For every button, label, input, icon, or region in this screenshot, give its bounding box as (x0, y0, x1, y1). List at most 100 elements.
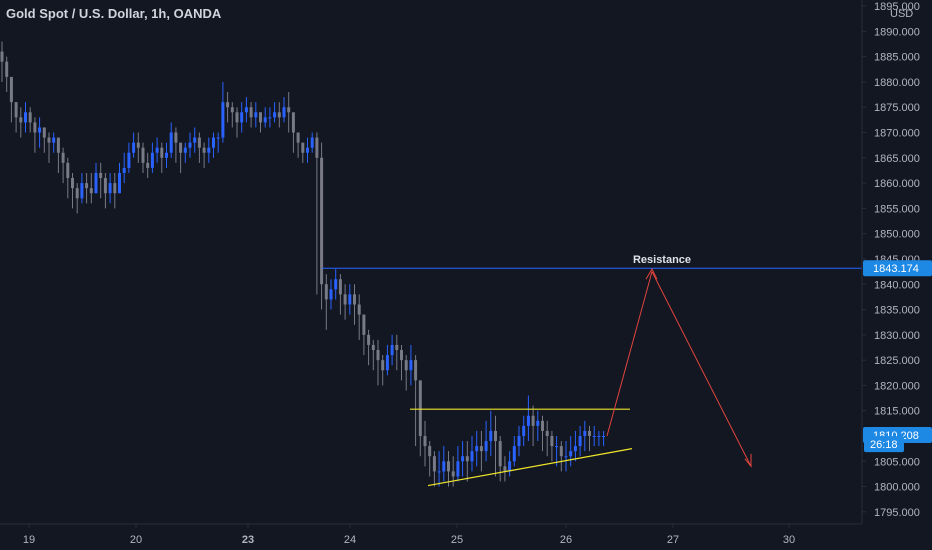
candle-body (592, 435, 596, 437)
candle-body (456, 461, 460, 477)
candle-body (470, 451, 474, 462)
candle-body (479, 446, 483, 452)
candle-body (423, 435, 427, 447)
candle (400, 344, 403, 381)
candle (202, 142, 206, 168)
candle (461, 441, 465, 477)
candle (489, 410, 493, 457)
candle (42, 127, 46, 153)
candle-body (597, 435, 601, 437)
candle (14, 102, 18, 133)
candlestick-series (0, 41, 606, 487)
candle-body (136, 142, 140, 148)
candle (174, 127, 178, 163)
price-axis[interactable]: 1895.000 1890.000 1885.000 1880.000 1875.000… (861, 0, 920, 524)
candle-body (132, 142, 136, 153)
candle (0, 41, 4, 82)
candle-body (494, 430, 497, 442)
candle (526, 395, 530, 442)
candle-body (19, 117, 23, 123)
price-tick-label: 1830.000 (874, 330, 920, 342)
candle-body (282, 107, 286, 118)
candle-body (193, 137, 197, 143)
price-tick-label: 1840.000 (874, 279, 920, 291)
candle (132, 132, 136, 158)
candle-body (99, 172, 103, 179)
candle (442, 446, 446, 482)
candle (235, 107, 239, 138)
candle-body (588, 430, 591, 436)
time-axis[interactable]: 19 20 23 24 25 26 27 30 (0, 523, 862, 546)
candle-body (5, 61, 9, 77)
candle (183, 142, 187, 163)
candle (338, 274, 342, 315)
candle (118, 162, 121, 194)
candle (512, 435, 516, 467)
candle-body (141, 147, 145, 163)
candle (103, 172, 107, 209)
candle-body (306, 147, 309, 153)
resistance-label: Resistance (633, 254, 691, 266)
candle-body (362, 314, 366, 335)
candle (362, 314, 366, 356)
candle (165, 142, 168, 168)
candle-body (146, 162, 150, 168)
candle-body (569, 451, 573, 457)
candle-body (9, 76, 13, 103)
candle-body (343, 294, 347, 305)
candle-body (259, 112, 262, 123)
price-badge: 1843.174 (863, 260, 932, 277)
candle (555, 435, 559, 467)
currency-label: USD (890, 8, 913, 20)
candle (470, 435, 474, 472)
candle-body (24, 112, 27, 123)
candle (230, 102, 234, 128)
price-badge-bg (863, 260, 932, 277)
price-tick-label: 1870.000 (874, 128, 920, 140)
candle (541, 415, 544, 452)
projection-down-line (651, 271, 752, 467)
time-tick-label: 27 (667, 534, 679, 546)
candle (75, 183, 79, 214)
candle-body (127, 152, 131, 168)
candle-body (122, 167, 126, 173)
candle (296, 132, 300, 158)
candle (244, 97, 248, 123)
candle-body (103, 178, 107, 194)
candle-body (573, 446, 577, 452)
price-tick-label: 1820.000 (874, 380, 920, 392)
candle (343, 284, 347, 320)
candle-body (357, 304, 361, 315)
candle (24, 102, 27, 133)
candle (9, 76, 13, 123)
candle (573, 430, 577, 462)
price-tick-label: 1850.000 (874, 229, 920, 241)
candle-body (287, 107, 291, 113)
candle-body (559, 446, 563, 457)
candle-body (226, 102, 230, 108)
candle (188, 132, 192, 158)
candle-body (602, 435, 606, 437)
candle (287, 92, 291, 133)
candle (122, 152, 126, 184)
candle-body (400, 350, 403, 361)
time-tick-label: 19 (23, 534, 35, 546)
candle-body (273, 112, 277, 118)
candle-body (329, 289, 333, 300)
candle-body (395, 344, 399, 351)
price-tick-label: 1795.000 (874, 507, 920, 519)
candle-body (71, 178, 74, 189)
candle (221, 81, 225, 143)
candle (498, 435, 502, 482)
candle (66, 157, 70, 199)
candle (141, 142, 145, 173)
candle-body (113, 183, 117, 194)
candle-body (498, 441, 502, 467)
candle-body (61, 152, 65, 163)
time-tick-label: 24 (344, 534, 356, 546)
candle (179, 142, 183, 173)
candle-body (385, 355, 389, 371)
time-tick-label: 20 (130, 534, 142, 546)
